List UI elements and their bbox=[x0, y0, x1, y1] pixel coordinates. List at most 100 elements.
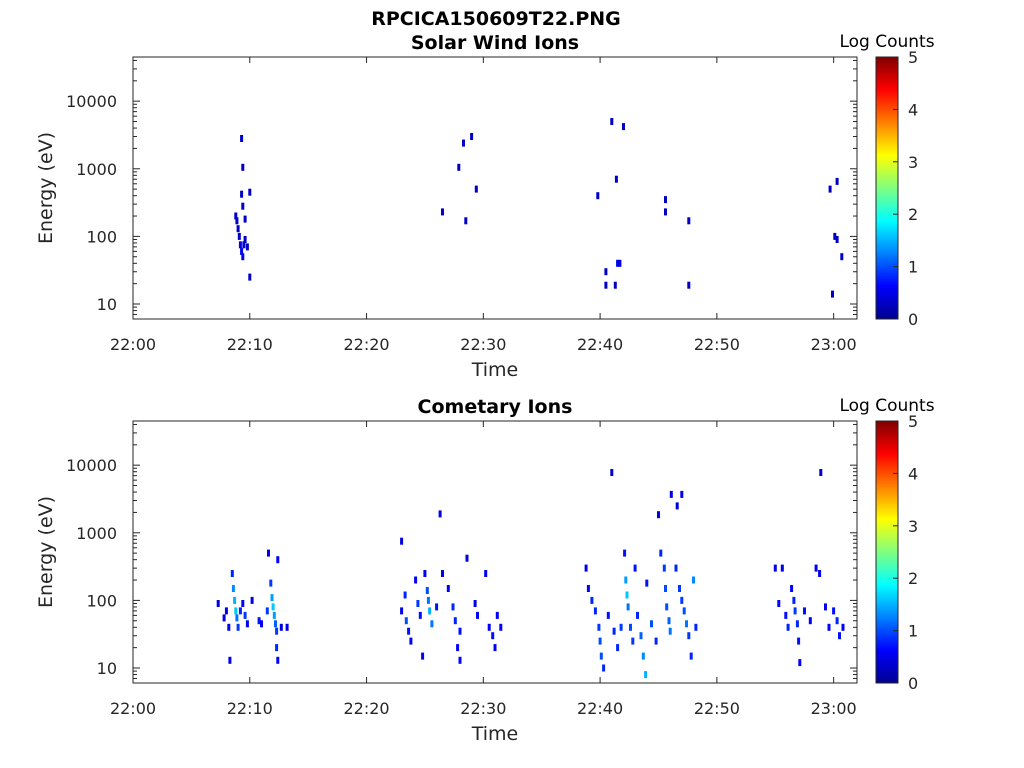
spectrogram-cell bbox=[835, 617, 839, 625]
colorbar-tick-label: 3 bbox=[908, 517, 918, 536]
spectrogram-cell bbox=[631, 637, 635, 645]
x-tick-label: 22:50 bbox=[694, 335, 740, 354]
spectrogram-cell bbox=[451, 603, 455, 611]
spectrogram-cell bbox=[458, 656, 462, 664]
plot-area-background bbox=[133, 421, 857, 683]
spectrogram-cell bbox=[425, 587, 429, 594]
spectrogram-cell bbox=[470, 133, 474, 140]
spectrogram-cell bbox=[682, 607, 686, 615]
spectrogram-cell bbox=[276, 556, 280, 564]
spectrogram-cell bbox=[230, 570, 234, 577]
spectrogram-cell bbox=[680, 596, 684, 604]
spectrogram-cell bbox=[828, 185, 832, 193]
spectrogram-cell bbox=[780, 564, 784, 572]
spectrogram-cell bbox=[841, 623, 845, 631]
spectrogram-cell bbox=[694, 623, 698, 631]
spectrogram-cell bbox=[667, 617, 671, 625]
colorbar-gradient bbox=[875, 56, 899, 320]
spectrogram-cell bbox=[792, 596, 796, 604]
y-tick-label: 1000 bbox=[76, 524, 117, 543]
spectrogram-cell bbox=[248, 188, 252, 196]
y-axis-label: Energy (eV) bbox=[35, 496, 57, 608]
spectrogram-cell bbox=[457, 163, 461, 171]
spectrogram-cell bbox=[680, 490, 684, 498]
spectrogram-cell bbox=[818, 570, 822, 577]
spectrogram-cell bbox=[827, 623, 831, 631]
x-tick-label: 23:00 bbox=[811, 335, 857, 354]
spectrogram-cell bbox=[400, 537, 404, 545]
x-tick-label: 22:10 bbox=[227, 335, 273, 354]
spectrogram-cell bbox=[687, 217, 691, 225]
spectrogram-cell bbox=[664, 208, 667, 216]
spectrogram-cell bbox=[274, 620, 277, 628]
spectrogram-cell bbox=[616, 259, 620, 267]
spectrogram-cell bbox=[590, 596, 594, 604]
spectrogram-cell bbox=[612, 627, 616, 635]
colorbar-tick-label: 1 bbox=[908, 258, 918, 277]
colorbar-tick-label: 4 bbox=[908, 100, 918, 119]
spectrogram-cell bbox=[409, 637, 413, 645]
spectrogram-cell bbox=[831, 290, 834, 298]
spectrogram-cell bbox=[242, 241, 246, 249]
spectrogram-cell bbox=[687, 281, 691, 289]
spectrogram-cell bbox=[285, 623, 289, 631]
spectrogram-cell bbox=[614, 175, 618, 183]
spectrogram-cell bbox=[271, 603, 275, 611]
spectrogram-cell bbox=[453, 617, 457, 625]
colorbar-tick-label: 5 bbox=[908, 412, 918, 431]
spectrogram-cell bbox=[840, 253, 844, 261]
spectrogram-cell bbox=[240, 247, 244, 255]
spectrogram-cell bbox=[669, 490, 673, 498]
spectrogram-cell bbox=[650, 620, 653, 628]
y-tick-label: 10 bbox=[97, 659, 117, 678]
spectrogram-cell bbox=[473, 600, 477, 607]
spectrogram-cell bbox=[675, 502, 679, 510]
spectrogram-cell bbox=[795, 620, 799, 628]
spectrogram-cell bbox=[248, 273, 252, 281]
spectrogram-cell bbox=[400, 607, 404, 615]
spectrogram-cell bbox=[777, 600, 781, 607]
spectrogram-cell bbox=[404, 617, 408, 625]
data-cells bbox=[234, 118, 844, 298]
spectrogram-cell bbox=[678, 585, 681, 592]
spectrogram-cell bbox=[241, 253, 245, 261]
spectrogram-cell bbox=[790, 585, 794, 592]
plot-frame bbox=[132, 420, 858, 684]
panel-title: Cometary Ions bbox=[418, 396, 573, 418]
spectrogram-cell bbox=[238, 241, 242, 249]
y-ticks: 10 100 1000 10000 bbox=[66, 59, 857, 320]
x-tick-label: 22:50 bbox=[694, 699, 740, 718]
spectrogram-cell bbox=[270, 594, 274, 602]
spectrogram-cell bbox=[241, 600, 245, 607]
spectrogram-cell bbox=[275, 644, 279, 652]
spectrogram-cell bbox=[260, 620, 263, 628]
spectrogram-cell bbox=[237, 232, 241, 240]
spectrogram-cell bbox=[819, 469, 823, 476]
spectrogram-cell bbox=[416, 600, 420, 607]
spectrogram-cell bbox=[797, 637, 801, 645]
spectrogram-cell bbox=[245, 620, 249, 628]
spectrogram-cell bbox=[786, 623, 790, 631]
plot-area-background bbox=[133, 57, 857, 319]
spectrogram-cell bbox=[599, 652, 603, 660]
spectrogram-cell bbox=[236, 225, 240, 233]
spectrogram-cell bbox=[240, 190, 244, 198]
spectrogram-cell bbox=[235, 217, 239, 225]
x-ticks: 22:00 22:10 22:20 22:30 22:40 22:50 23:00 bbox=[110, 421, 857, 718]
x-tick-label: 22:20 bbox=[343, 699, 389, 718]
panel-title: Solar Wind Ions bbox=[411, 32, 579, 54]
spectrogram-cell bbox=[626, 603, 630, 611]
spectrogram-cell bbox=[276, 656, 280, 664]
spectrogram-cell bbox=[645, 579, 649, 587]
spectrogram-cell bbox=[495, 611, 499, 619]
spectrogram-cell bbox=[689, 652, 693, 660]
spectrogram-cell bbox=[250, 596, 254, 604]
x-tick-label: 22:40 bbox=[577, 699, 623, 718]
spectrogram-cell bbox=[835, 177, 839, 185]
plot-frame bbox=[132, 56, 858, 320]
spectrogram-cell bbox=[228, 656, 232, 664]
x-tick-label: 23:00 bbox=[811, 699, 857, 718]
spectrogram-cell bbox=[593, 607, 597, 615]
spectrogram-cell bbox=[662, 564, 666, 572]
